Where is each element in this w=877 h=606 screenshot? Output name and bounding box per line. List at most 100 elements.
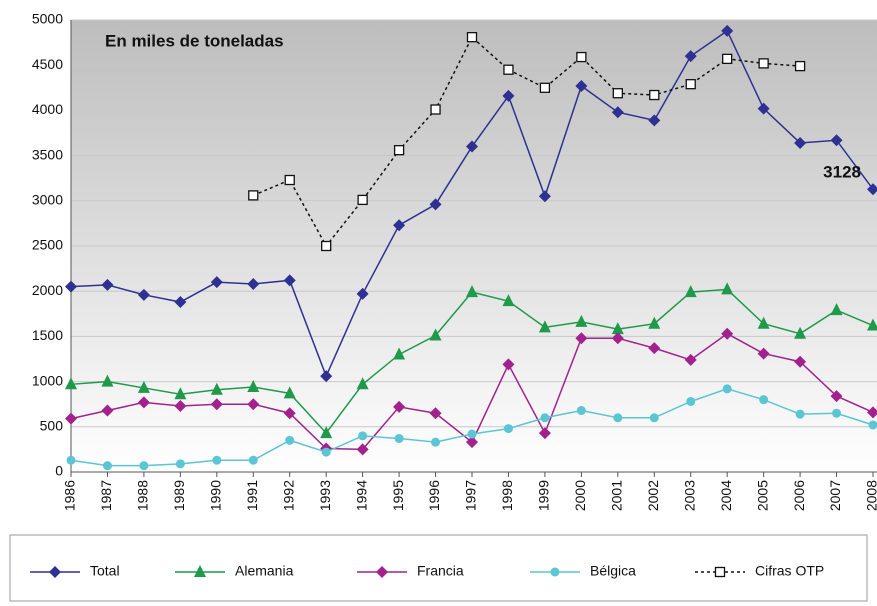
data-label: 3128 (823, 163, 861, 182)
marker (684, 50, 697, 63)
marker (648, 316, 661, 329)
marker (830, 390, 843, 403)
marker (429, 328, 442, 341)
marker (175, 459, 185, 469)
marker (174, 400, 187, 413)
marker (575, 332, 588, 345)
marker (575, 314, 588, 327)
marker (538, 427, 551, 440)
marker (794, 60, 806, 72)
marker (649, 89, 660, 101)
x-tick-label: 2008 (864, 480, 877, 511)
marker (65, 377, 77, 390)
marker (757, 102, 770, 115)
marker (247, 277, 260, 290)
marker (139, 461, 149, 471)
marker (210, 382, 223, 395)
marker (830, 303, 843, 316)
marker (357, 194, 368, 206)
marker (503, 64, 514, 75)
marker (540, 413, 550, 423)
marker (721, 327, 734, 340)
x-tick-label: 1988 (135, 480, 151, 511)
annotation: En miles de toneladas (105, 31, 284, 50)
y-tick-label: 1000 (32, 372, 63, 388)
marker (611, 106, 624, 119)
y-tick-label: 2000 (32, 282, 63, 298)
marker (539, 82, 551, 93)
marker (248, 455, 258, 465)
marker (248, 190, 259, 201)
marker (137, 380, 150, 393)
marker (321, 240, 332, 252)
marker (503, 424, 513, 434)
marker (174, 296, 187, 309)
marker (466, 140, 478, 153)
marker (502, 358, 515, 371)
marker (285, 435, 295, 445)
x-tick-label: 2006 (791, 480, 807, 511)
y-tick-label: 3500 (32, 146, 63, 162)
marker (867, 318, 877, 331)
marker (394, 434, 404, 444)
marker (722, 384, 732, 394)
marker (613, 413, 623, 423)
x-tick-label: 2004 (718, 480, 734, 511)
marker (356, 287, 369, 300)
marker (393, 347, 406, 360)
legend-marker (49, 566, 61, 578)
marker (393, 219, 406, 232)
marker (320, 370, 333, 383)
x-tick-label: 1994 (353, 480, 369, 511)
marker (321, 447, 331, 457)
marker (320, 426, 333, 439)
marker (794, 355, 807, 368)
series-line (252, 35, 801, 248)
x-tick-label: 1987 (98, 480, 114, 511)
marker (757, 316, 770, 329)
marker (210, 276, 223, 289)
legend-label: Francia (417, 563, 464, 579)
marker (466, 436, 478, 449)
x-tick-label: 1986 (62, 480, 78, 511)
marker (611, 322, 624, 335)
marker (429, 407, 442, 420)
marker (467, 429, 477, 439)
marker (612, 88, 623, 99)
marker (576, 51, 587, 63)
marker (431, 437, 441, 447)
marker (684, 353, 697, 366)
x-tick-label: 2002 (645, 480, 661, 511)
x-tick-label: 1996 (426, 480, 442, 511)
marker (721, 24, 734, 37)
marker (137, 288, 150, 301)
marker (358, 431, 368, 441)
marker (686, 396, 696, 406)
marker (101, 374, 114, 387)
legend-marker (714, 566, 726, 578)
x-tick-label: 2001 (609, 480, 625, 511)
marker (502, 89, 515, 102)
marker (66, 455, 76, 465)
y-tick-label: 4000 (32, 101, 63, 117)
marker (832, 408, 842, 418)
marker (867, 183, 877, 196)
y-tick-label: 4500 (32, 56, 63, 72)
x-tick-label: 1997 (463, 480, 479, 511)
marker (466, 32, 478, 43)
x-tick-label: 1998 (499, 480, 515, 511)
y-tick-label: 2500 (32, 237, 63, 253)
x-tick-label: 2003 (681, 480, 697, 511)
marker (611, 332, 624, 345)
x-tick-label: 1990 (208, 480, 224, 511)
x-tick-label: 1999 (536, 480, 552, 511)
marker (575, 79, 588, 92)
legend-marker (550, 567, 560, 577)
legend-marker (194, 565, 206, 577)
marker (429, 198, 442, 211)
marker (684, 285, 697, 298)
marker (867, 406, 877, 419)
y-tick-label: 500 (40, 418, 64, 434)
marker (283, 274, 296, 287)
